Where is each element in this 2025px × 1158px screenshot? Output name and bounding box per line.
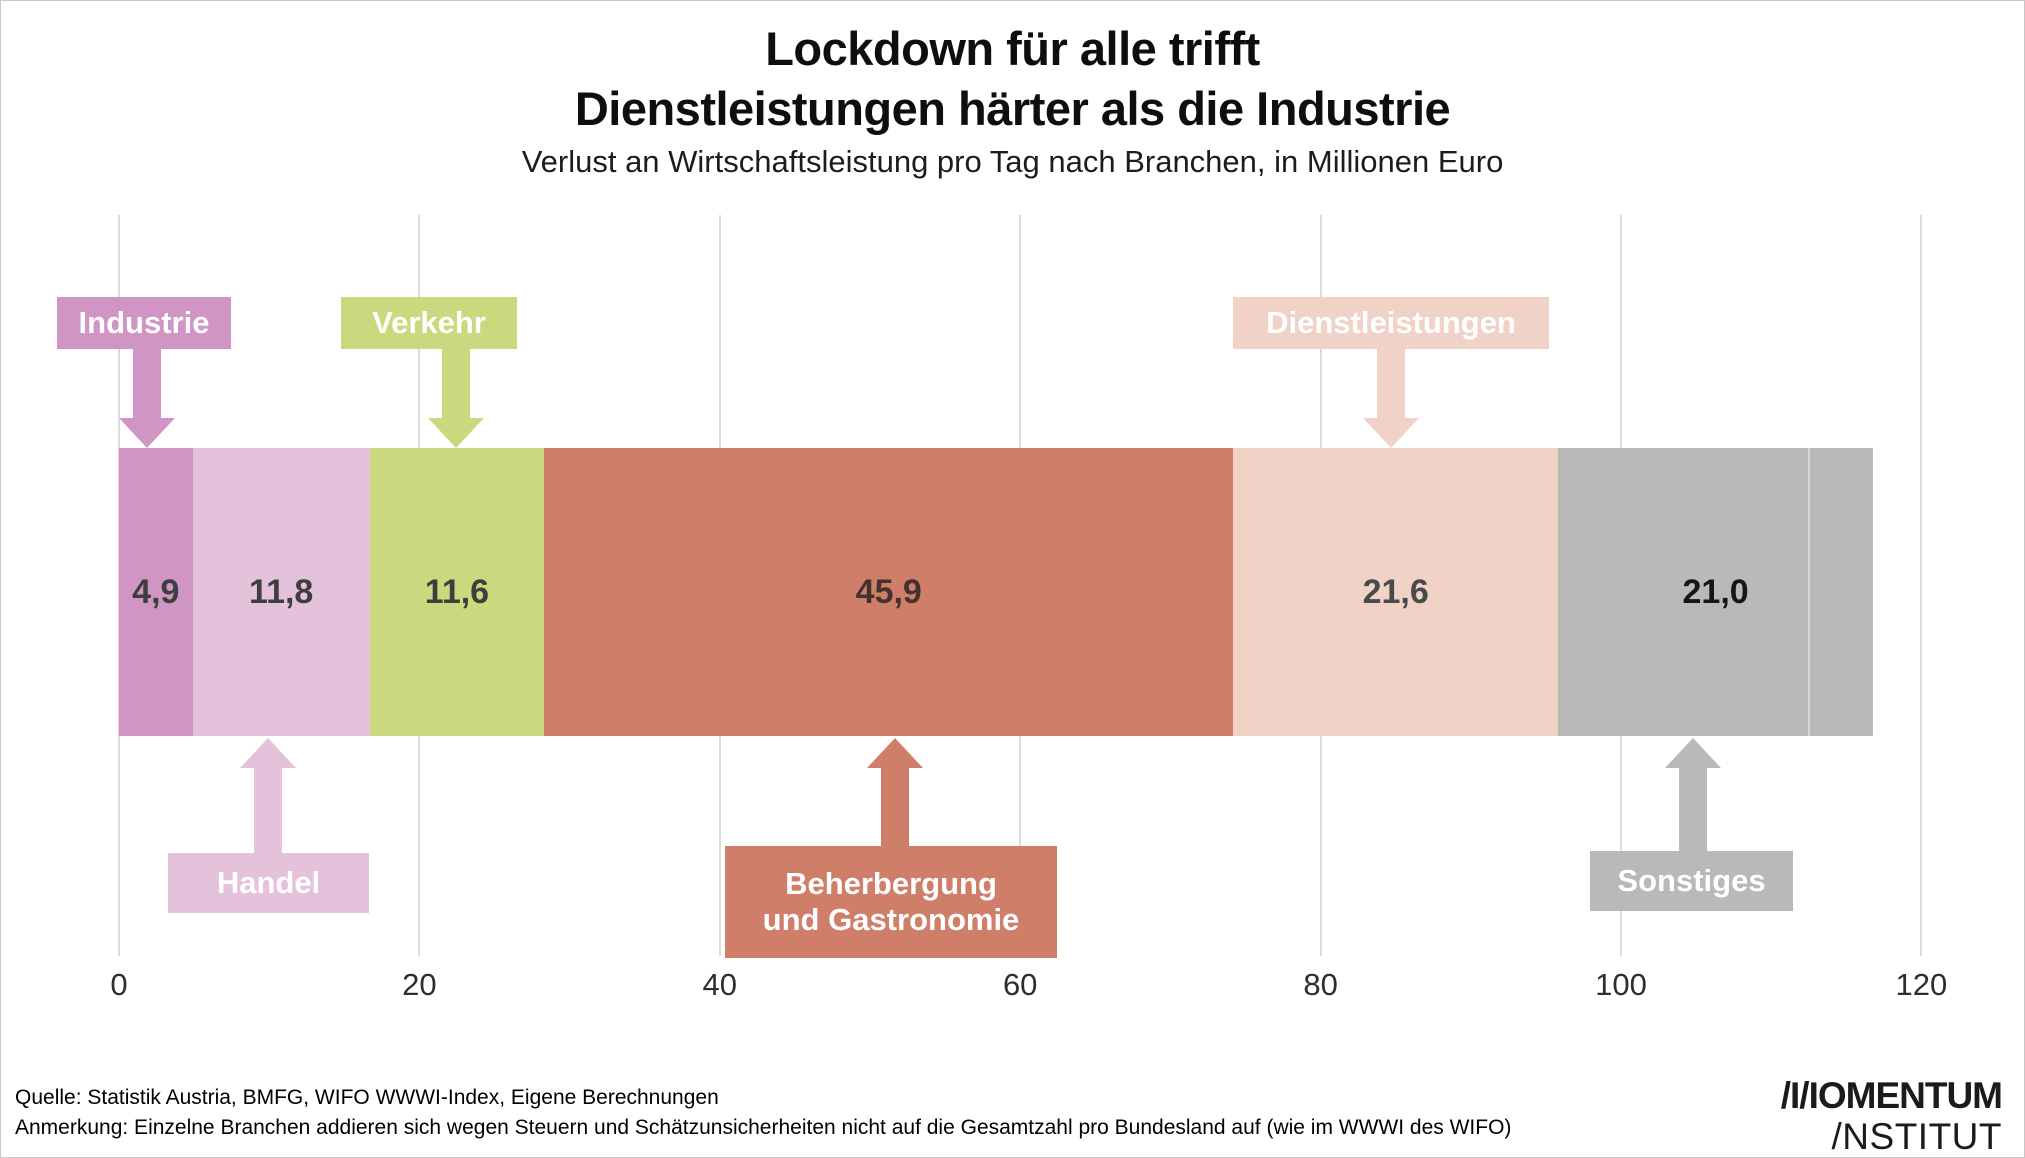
- axis-tick-100: 100: [1595, 967, 1647, 1002]
- callout-label-beherbergung-und-gastronomie: Beherbergung und Gastronomie: [725, 846, 1057, 958]
- chart-subtitle: Verlust an Wirtschaftsleistung pro Tag n…: [521, 144, 1504, 179]
- axis-tick-120: 120: [1895, 967, 1948, 1002]
- chart-title-line1: Lockdown für alle trifft: [765, 22, 1260, 75]
- bar-segment-industrie: 4,9: [119, 448, 193, 736]
- callout-label-industrie: Industrie: [57, 297, 231, 349]
- callout-arrowhead-down-verkehr: [428, 418, 484, 448]
- callout-arrow-stem-verkehr: [442, 347, 470, 420]
- callout-arrowhead-up-beherbergung-und-gastronomie: [867, 738, 923, 768]
- segment-value-label: 21,6: [1362, 572, 1429, 611]
- bar-segment-beherbergung-und-gastronomie: 45,9: [544, 448, 1234, 736]
- callout-arrow-stem-industrie: [133, 347, 161, 420]
- segment-value-label: 21,0: [1682, 572, 1749, 611]
- callout-label-verkehr: Verkehr: [341, 297, 517, 349]
- logo-wordmark-line2: /NSTITUT: [1831, 1116, 2002, 1157]
- footer-notes: Quelle: Statistik Austria, BMFG, WIFO WW…: [15, 1083, 1511, 1143]
- callout-arrow-stem-sonstiges: [1679, 766, 1707, 853]
- source-note: Quelle: Statistik Austria, BMFG, WIFO WW…: [15, 1086, 719, 1109]
- callout-arrowhead-up-handel: [240, 738, 296, 768]
- momentum-institut-logo: /I/IOMENTUM /NSTITUT: [1780, 1075, 2003, 1157]
- callout-arrow-stem-dienstleistungen: [1377, 347, 1405, 420]
- callout-label-dienstleistungen: Dienstleistungen: [1233, 297, 1549, 349]
- gridline-120: [1920, 215, 1923, 956]
- bar-segment-dienstleistungen: 21,6: [1233, 448, 1558, 736]
- callout-label-handel: Handel: [168, 853, 369, 913]
- callout-arrowhead-down-dienstleistungen: [1363, 418, 1419, 448]
- callout-arrowhead-up-sonstiges: [1665, 738, 1721, 768]
- axis-tick-0: 0: [110, 967, 128, 1002]
- segment-value-label: 11,8: [249, 572, 314, 611]
- bar-segment-sonstiges: 21,0: [1557, 448, 1874, 736]
- logo-wordmark-line1: /I/IOMENTUM: [1780, 1075, 2003, 1116]
- axis-tick-60: 60: [1002, 967, 1038, 1002]
- segment-value-label: 11,6: [424, 572, 490, 611]
- chart-title-line2: Dienstleistungen härter als die Industri…: [574, 82, 1451, 135]
- segment-value-label: 45,9: [855, 572, 922, 611]
- bar-segment-handel: 11,8: [192, 448, 370, 736]
- callout-arrow-stem-beherbergung-und-gastronomie: [881, 766, 909, 848]
- bar-segment-verkehr: 11,6: [369, 448, 545, 736]
- callout-arrowhead-down-industrie: [119, 418, 175, 448]
- axis-tick-40: 40: [702, 967, 738, 1002]
- callout-label-sonstiges: Sonstiges: [1590, 851, 1793, 911]
- axis-tick-80: 80: [1303, 967, 1338, 1002]
- segment-seam: [1808, 448, 1810, 736]
- method-note: Anmerkung: Einzelne Branchen addieren si…: [15, 1116, 1512, 1139]
- axis-tick-20: 20: [402, 967, 437, 1002]
- segment-value-label: 4,9: [132, 572, 180, 611]
- callout-arrow-stem-handel: [254, 766, 282, 855]
